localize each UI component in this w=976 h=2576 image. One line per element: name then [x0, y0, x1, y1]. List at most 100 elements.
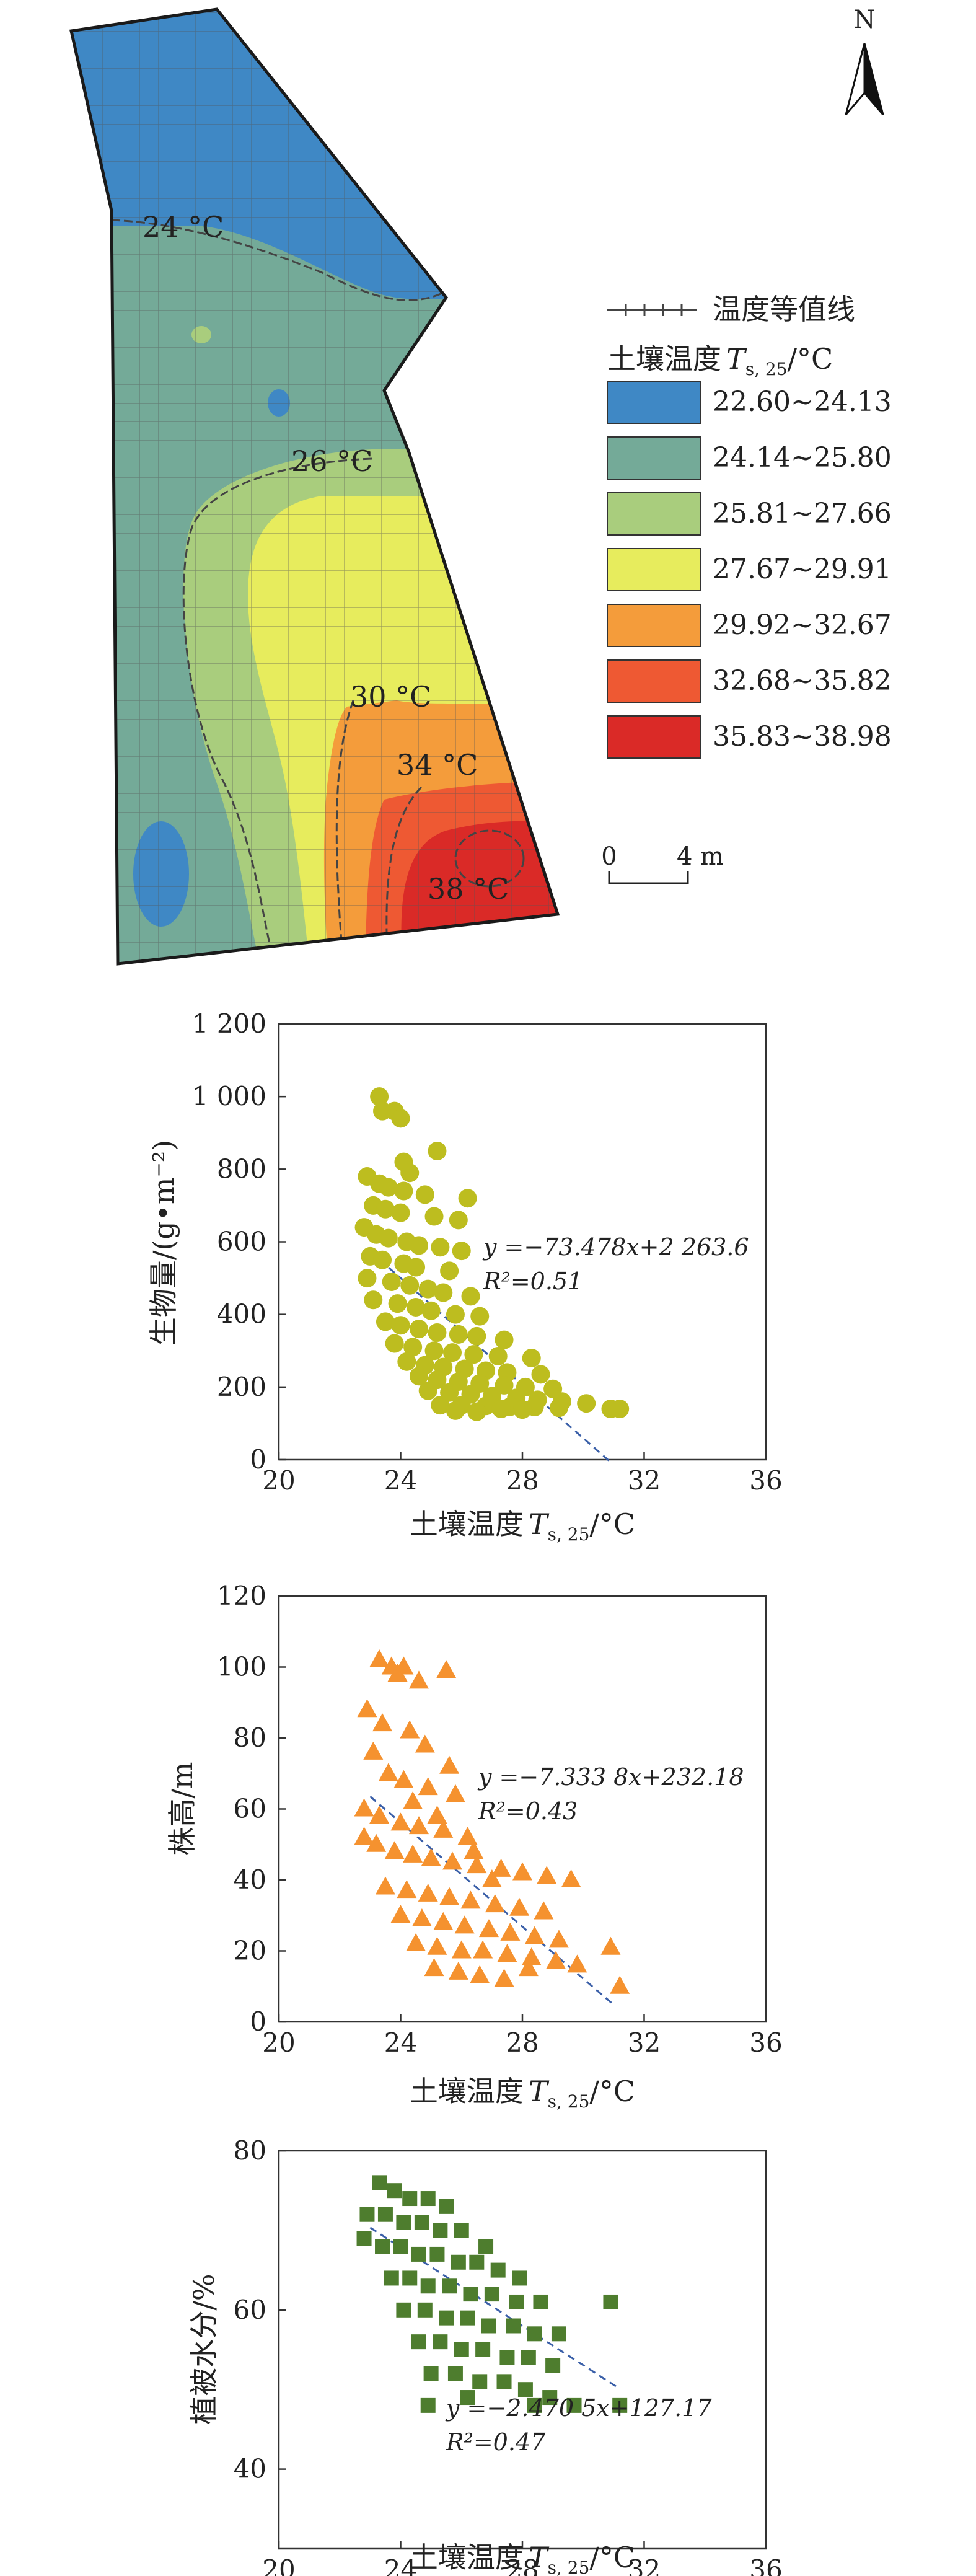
- data-point: [433, 1819, 454, 1838]
- r-squared: R²=0.51: [483, 1268, 583, 1295]
- x-tick-label: 32: [628, 1465, 661, 1496]
- x-tick-label: 20: [262, 2027, 295, 2058]
- data-point: [423, 2366, 439, 2381]
- legend-item-label: 32.68~35.82: [713, 665, 892, 697]
- data-points: [354, 1649, 630, 1994]
- legend-isotherm-symbol: [607, 304, 697, 316]
- x-tick-label: 32: [628, 2554, 661, 2576]
- data-point: [427, 1936, 447, 1955]
- data-point: [481, 2318, 496, 2334]
- legend-swatch: [607, 548, 701, 591]
- y-tick-label: 120: [217, 1581, 266, 1611]
- data-point: [424, 1207, 444, 1226]
- data-point: [421, 1301, 441, 1320]
- x-tick-label: 36: [749, 1465, 782, 1496]
- data-point: [420, 2278, 436, 2294]
- legend-swatch: [607, 381, 701, 424]
- legend-title: 土壤温度 Ts, 25/°C: [607, 342, 833, 379]
- data-point: [391, 1316, 410, 1335]
- data-point: [446, 1305, 465, 1324]
- data-point: [509, 2294, 524, 2309]
- y-tick-label: 60: [234, 2295, 266, 2325]
- legend-item-label: 22.60~24.13: [713, 386, 892, 418]
- y-tick-label: 40: [234, 1864, 266, 1895]
- data-point: [406, 1933, 426, 1952]
- data-point: [370, 1087, 389, 1106]
- data-point: [440, 1261, 459, 1281]
- map-legend: 温度等值线 土壤温度 Ts, 25/°C 22.60~24.13 24.14~25.…: [601, 293, 892, 884]
- legend-item-label: 29.92~32.67: [713, 609, 892, 641]
- data-point: [463, 2287, 478, 2302]
- data-point: [439, 2310, 454, 2326]
- x-tick-label: 20: [262, 1465, 295, 1496]
- data-point: [418, 1279, 437, 1299]
- data-point: [356, 2231, 372, 2246]
- data-point: [451, 1940, 472, 1959]
- data-point: [376, 1199, 395, 1219]
- data-point: [366, 1833, 387, 1852]
- data-point: [561, 1869, 581, 1887]
- x-tick-label: 28: [506, 1465, 539, 1496]
- legend-swatch: [607, 715, 701, 759]
- data-point: [484, 2287, 499, 2302]
- data-point: [402, 2270, 418, 2286]
- y-axis-label: 植被水分/%: [187, 2274, 221, 2424]
- data-point: [460, 2390, 475, 2406]
- data-point: [354, 1798, 374, 1817]
- data-point: [384, 2270, 399, 2286]
- legend-swatch: [607, 604, 701, 647]
- map-grid: [71, 9, 558, 964]
- data-point: [545, 2358, 561, 2373]
- y-tick-label: 1 200: [192, 1008, 266, 1039]
- data-point: [375, 2239, 390, 2254]
- data-point: [454, 1915, 475, 1934]
- data-point: [542, 2390, 558, 2406]
- data-point: [495, 1375, 514, 1395]
- data-point: [415, 1185, 434, 1204]
- data-point: [400, 1276, 420, 1295]
- x-tick-label: 20: [262, 2554, 295, 2576]
- data-point: [354, 1827, 374, 1845]
- data-point: [417, 2302, 433, 2318]
- data-point: [533, 2294, 548, 2309]
- data-point: [407, 1258, 426, 1277]
- data-point: [467, 1326, 486, 1346]
- data-point: [464, 1841, 484, 1859]
- data-point: [521, 1947, 542, 1965]
- data-point: [548, 1930, 569, 1948]
- x-tick-label: 36: [749, 2027, 782, 2058]
- data-point: [424, 1958, 444, 1977]
- data-point: [434, 1283, 453, 1302]
- data-point: [424, 1341, 444, 1361]
- y-tick-label: 1 000: [192, 1081, 266, 1111]
- x-tick-label: 24: [384, 2554, 417, 2576]
- data-point: [448, 1961, 468, 1980]
- data-point: [375, 1876, 395, 1895]
- regression-equation: y =−2.470 5x+127.17: [445, 2394, 712, 2422]
- data-point: [427, 1805, 447, 1824]
- data-point: [517, 2382, 533, 2397]
- data-point: [534, 1901, 554, 1920]
- data-point: [470, 1965, 490, 1983]
- data-point: [393, 2239, 408, 2254]
- data-point: [566, 2397, 582, 2413]
- r-squared: R²=0.43: [478, 1797, 578, 1825]
- data-point: [472, 2374, 488, 2389]
- y-tick-label: 0: [250, 2006, 266, 2037]
- data-point: [610, 1975, 630, 1994]
- data-point: [496, 2374, 512, 2389]
- data-point: [531, 1365, 550, 1384]
- data-point: [439, 1887, 460, 1905]
- data-point: [439, 1755, 460, 1774]
- data-point: [433, 2223, 448, 2238]
- data-point: [393, 1770, 414, 1788]
- data-point: [418, 1777, 438, 1796]
- data-point: [391, 1109, 410, 1128]
- data-point: [369, 1805, 390, 1824]
- scale-bar: 0 4 m: [601, 842, 724, 884]
- chart-biomass: 20 24 28 32 36 0 200 400 600 800 1 000 1 200 y =−73…: [147, 1008, 783, 1545]
- data-point: [454, 2342, 469, 2357]
